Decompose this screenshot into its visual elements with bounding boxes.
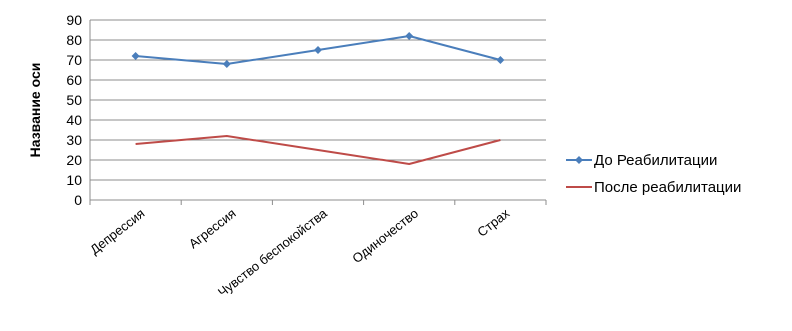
y-tick-label: 80: [66, 32, 82, 48]
data-point: [131, 52, 140, 60]
data-point: [314, 46, 322, 54]
data-point: [496, 56, 505, 64]
data-point: [405, 32, 414, 40]
y-tick-label: 90: [66, 12, 82, 28]
legend: До Реабилитации После реабилитации: [566, 152, 741, 196]
x-tick-label: Агрессия: [186, 206, 239, 252]
legend-item: До Реабилитации: [566, 152, 717, 169]
y-tick-label: 20: [66, 152, 82, 168]
data-point: [222, 60, 231, 68]
y-tick-label: 60: [66, 72, 82, 88]
y-axis-label: Название оси: [27, 63, 43, 158]
x-tick-label: Одиночество: [349, 206, 421, 267]
legend-label: После реабилитации: [594, 179, 741, 196]
y-tick-labels: 0 10 20 30 40 50 60 70 80 90: [66, 12, 82, 208]
y-tick-label: 50: [66, 92, 82, 108]
y-tick-label: 30: [66, 132, 82, 148]
gridlines: [90, 19, 546, 181]
y-tick-label: 70: [66, 52, 82, 68]
series-lines: [131, 32, 505, 165]
y-tick-label: 40: [66, 112, 82, 128]
legend-marker: [575, 156, 583, 164]
axes: [89, 20, 547, 205]
y-tick-label: 0: [74, 192, 82, 208]
legend-label: До Реабилитации: [594, 152, 717, 169]
series-line-1: [135, 135, 501, 165]
y-tick-label: 10: [66, 172, 82, 188]
x-tick-label: Депрессия: [87, 206, 147, 258]
legend-item: После реабилитации: [566, 179, 741, 196]
x-tick-label: Страх: [474, 205, 512, 239]
